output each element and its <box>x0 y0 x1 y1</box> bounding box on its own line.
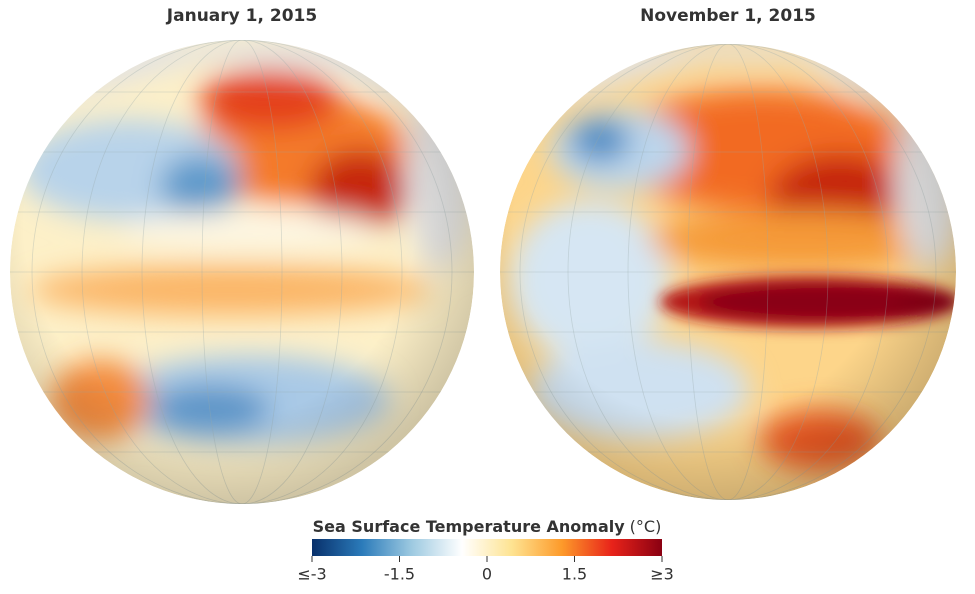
tick-label: ≤-3 <box>297 565 326 584</box>
colorbar-ticks: ≤-3 -1.5 0 1.5 ≥3 <box>297 556 674 584</box>
panel-title: November 1, 2015 <box>640 6 816 26</box>
panel-title: January 1, 2015 <box>166 6 317 26</box>
tick-label: 1.5 <box>562 565 587 584</box>
tick-label: -1.5 <box>384 565 415 584</box>
tick-label: 0 <box>482 565 492 584</box>
colorbar-title-text: Sea Surface Temperature Anomaly <box>313 517 626 536</box>
globe <box>500 44 956 500</box>
colorbar-unit: (°C) <box>630 517 662 536</box>
globe <box>10 40 474 504</box>
tick-label: ≥3 <box>650 565 674 584</box>
colorbar <box>312 539 662 556</box>
colorbar-title: Sea Surface Temperature Anomaly (°C) <box>313 517 662 536</box>
